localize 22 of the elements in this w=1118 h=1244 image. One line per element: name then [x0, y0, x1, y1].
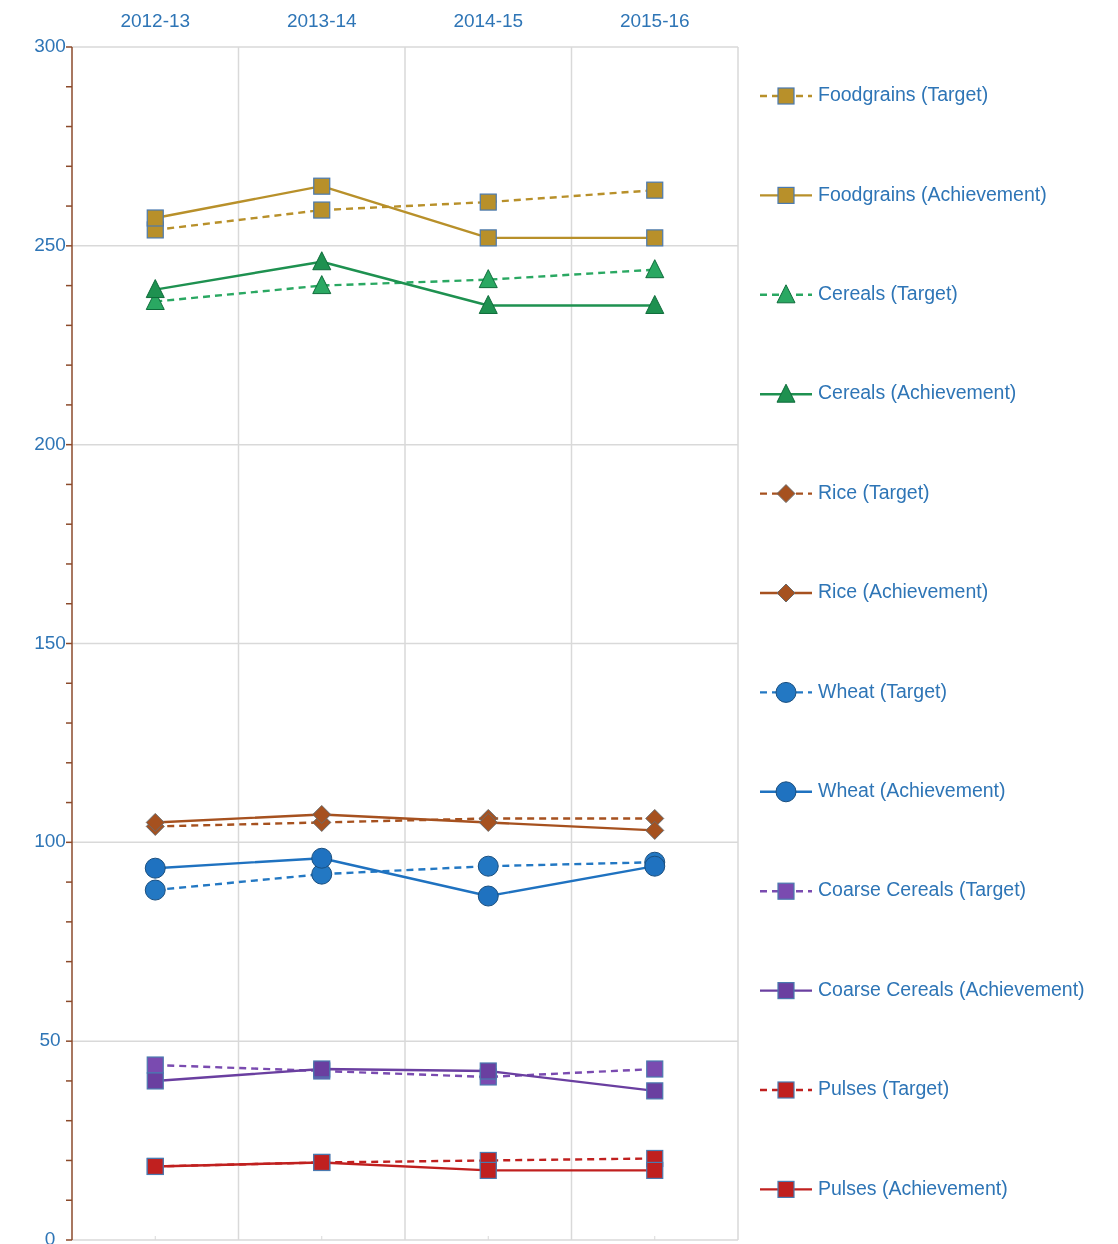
x-tick-label: 2012-13 [120, 10, 191, 32]
legend-label: Wheat (Achievement) [818, 778, 1006, 801]
legend-label: Coarse Cereals (Achievement) [818, 977, 1085, 1000]
legend-label: Rice (Achievement) [818, 580, 989, 603]
legend-label: Pulses (Achievement) [818, 1176, 1008, 1199]
y-tick-label: 300 [34, 35, 66, 57]
y-tick-label: 150 [34, 631, 66, 653]
y-tick-label: 100 [34, 830, 66, 852]
y-tick-label: 200 [34, 432, 66, 454]
legend-label: Coarse Cereals (Target) [818, 878, 1027, 901]
legend-label: Wheat (Target) [818, 679, 947, 702]
x-tick-label: 2015-16 [619, 10, 690, 32]
y-tick-label: 250 [34, 233, 66, 255]
legend-label: Cereals (Target) [818, 281, 958, 304]
y-tick-label: 50 [39, 1029, 61, 1051]
legend-label: Pulses (Target) [818, 1077, 950, 1100]
x-tick-label: 2013-14 [286, 10, 358, 32]
legend-label: Cereals (Achievement) [818, 381, 1017, 404]
x-tick-label: 2014-15 [453, 10, 524, 32]
legend-label: Foodgrains (Achievement) [818, 182, 1047, 205]
legend-label: Rice (Target) [818, 480, 930, 503]
legend-label: Foodgrains (Target) [818, 83, 989, 106]
